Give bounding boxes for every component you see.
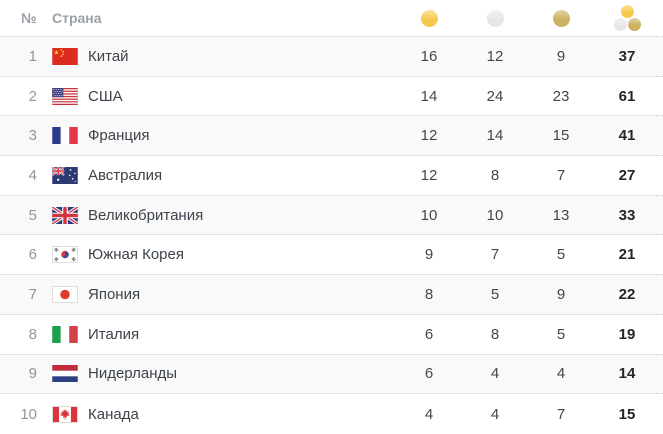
rank-number: 9 xyxy=(28,365,37,383)
total-count: 19 xyxy=(618,325,636,343)
country-name: Канада xyxy=(88,405,139,423)
nl-flag-icon xyxy=(52,365,78,383)
gold-count: 16 xyxy=(420,47,438,65)
jp-flag-icon xyxy=(52,285,78,303)
gold-count: 6 xyxy=(424,365,434,383)
silver-medal-header xyxy=(462,9,528,27)
country-name: США xyxy=(88,87,123,105)
it-flag-icon xyxy=(52,325,78,343)
total-count: 41 xyxy=(618,127,636,145)
rank-number: 6 xyxy=(28,246,37,264)
gold-count: 4 xyxy=(424,405,434,423)
silver-count: 10 xyxy=(486,206,504,224)
rank-number: 5 xyxy=(28,206,37,224)
bronze-count: 13 xyxy=(552,206,570,224)
gold-count: 12 xyxy=(420,127,438,145)
silver-medal-icon xyxy=(486,9,504,27)
rank-number: 1 xyxy=(28,47,37,65)
total-count: 33 xyxy=(618,206,636,224)
country-name: Япония xyxy=(88,285,141,303)
gold-count: 14 xyxy=(420,87,438,105)
fr-flag-icon xyxy=(52,127,78,145)
bronze-medal-header xyxy=(528,9,594,27)
country-name: Великобритания xyxy=(88,206,204,224)
total-count: 15 xyxy=(618,405,636,423)
bronze-count: 23 xyxy=(552,87,570,105)
bronze-count: 9 xyxy=(556,47,566,65)
gold-count: 8 xyxy=(424,285,434,303)
gold-count: 6 xyxy=(424,325,434,343)
gold-count: 12 xyxy=(420,166,438,184)
bronze-count: 7 xyxy=(556,166,566,184)
medal-table-body: 1 Китай 16 12 9 37 2 США 14 24 23 61 3 Франция 12 14 15 4… xyxy=(0,37,663,434)
au-flag-icon xyxy=(52,166,78,184)
rank-number: 7 xyxy=(28,285,37,303)
country-name: Нидерланды xyxy=(88,365,178,383)
gb-flag-icon xyxy=(52,206,78,224)
table-row: 2 США 14 24 23 61 xyxy=(0,77,663,117)
silver-count: 14 xyxy=(486,127,504,145)
country-name: Австралия xyxy=(88,166,163,184)
table-row: 6 Южная Корея 9 7 5 21 xyxy=(0,235,663,276)
cn-flag-icon xyxy=(52,47,78,65)
gold-medal-icon xyxy=(420,9,438,27)
rank-number: 3 xyxy=(28,127,37,145)
total-count: 37 xyxy=(618,47,636,65)
total-count: 21 xyxy=(618,246,636,264)
silver-count: 8 xyxy=(490,325,500,343)
bronze-count: 5 xyxy=(556,325,566,343)
total-count: 61 xyxy=(618,87,636,105)
rank-header: № xyxy=(21,10,37,26)
silver-count: 5 xyxy=(490,285,500,303)
country-name: Южная Корея xyxy=(88,246,184,264)
all-medals-icon xyxy=(613,4,641,32)
rank-number: 4 xyxy=(28,166,37,184)
country-name: Франция xyxy=(88,127,150,145)
silver-count: 12 xyxy=(486,47,504,65)
silver-count: 4 xyxy=(490,405,500,423)
bronze-count: 7 xyxy=(556,405,566,423)
silver-count: 7 xyxy=(490,246,500,264)
total-count: 14 xyxy=(618,365,636,383)
total-count: 27 xyxy=(618,166,636,184)
bronze-count: 15 xyxy=(552,127,570,145)
table-row: 1 Китай 16 12 9 37 xyxy=(0,37,663,77)
bronze-medal-icon xyxy=(552,9,570,27)
total-medals-header xyxy=(594,4,660,32)
table-header: № Страна xyxy=(0,0,663,37)
table-row: 9 Нидерланды 6 4 4 14 xyxy=(0,354,663,395)
bronze-count: 9 xyxy=(556,285,566,303)
table-row: 5 Великобритания 10 10 13 33 xyxy=(0,195,663,236)
silver-count: 8 xyxy=(490,166,500,184)
rank-number: 8 xyxy=(28,325,37,343)
silver-count: 24 xyxy=(486,87,504,105)
rank-number: 2 xyxy=(28,87,37,105)
country-header: Страна xyxy=(52,10,102,26)
total-count: 22 xyxy=(618,285,636,303)
kr-flag-icon xyxy=(52,246,78,264)
country-name: Италия xyxy=(88,325,140,343)
table-row: 3 Франция 12 14 15 41 xyxy=(0,116,663,157)
table-row: 8 Италия 6 8 5 19 xyxy=(0,315,663,355)
rank-number: 10 xyxy=(20,405,37,423)
gold-count: 9 xyxy=(424,246,434,264)
table-row: 10 Канада 4 4 7 15 xyxy=(0,394,663,434)
country-name: Китай xyxy=(88,47,129,65)
table-row: 7 Япония 8 5 9 22 xyxy=(0,275,663,315)
us-flag-icon xyxy=(52,87,78,105)
gold-count: 10 xyxy=(420,206,438,224)
gold-medal-header xyxy=(396,9,462,27)
bronze-count: 5 xyxy=(556,246,566,264)
bronze-count: 4 xyxy=(556,365,566,383)
silver-count: 4 xyxy=(490,365,500,383)
ca-flag-icon xyxy=(52,405,78,423)
table-row: 4 Австралия 12 8 7 27 xyxy=(0,156,663,196)
